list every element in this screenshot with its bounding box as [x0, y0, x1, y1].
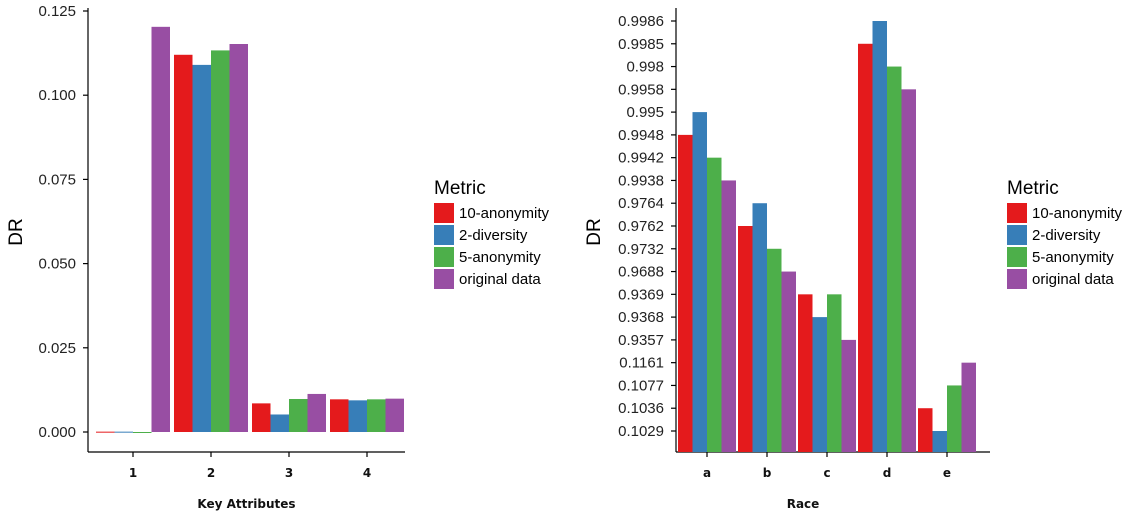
y-tick-label: 0.100: [38, 87, 76, 104]
y-tick-label: 0.050: [38, 256, 76, 273]
legend-label-2-diversity: 2-diversity: [1032, 227, 1101, 244]
bar-5-anonymity-3: [289, 398, 308, 432]
chart-race: 0.1029 0.1036 0.1077 0.1161 0.9357 0.9368 0.93…: [584, 8, 1123, 511]
legend-swatch-2-diversity: [434, 225, 454, 245]
legend-label-original-data: original data: [1032, 271, 1114, 288]
y-axis-title: DR: [6, 218, 27, 245]
y-tick-label: 0.025: [38, 340, 76, 357]
bar-10-anonymity-3: [252, 403, 271, 432]
y-tick-label: 0.9368: [618, 309, 664, 326]
bar-original-data-b: [781, 271, 796, 452]
legend-swatch-5-anonymity: [1007, 247, 1027, 267]
bar-2-diversity-b: [752, 203, 767, 452]
y-tick-label: 0.075: [38, 171, 76, 188]
legend-title: Metric: [1007, 178, 1059, 199]
bar-2-diversity-c: [812, 317, 827, 452]
bar-10-anonymity-2: [174, 54, 193, 433]
y-tick-label: 0.995: [626, 104, 664, 121]
bar-5-anonymity-d: [887, 66, 902, 453]
legend-swatch-10-anonymity: [434, 203, 454, 223]
bar-10-anonymity-e: [918, 408, 933, 452]
y-tick-label: 0.9369: [618, 286, 664, 303]
y-tick-label: 0.9938: [618, 172, 664, 189]
legend-label-10-anonymity: 10-anonymity: [459, 205, 550, 222]
legend-label-5-anonymity: 5-anonymity: [1032, 249, 1114, 266]
x-tick-label: 1: [129, 466, 137, 480]
bar-5-anonymity-c: [827, 294, 842, 452]
x-tick-label: e: [943, 466, 951, 480]
bar-2-diversity-d: [872, 21, 887, 452]
bar-original-data-e: [961, 362, 976, 452]
bar-2-diversity-3: [270, 414, 289, 432]
y-tick-label: 0.1077: [618, 377, 664, 394]
y-axis-title: DR: [584, 218, 605, 245]
legend-swatch-original-data: [434, 269, 454, 289]
y-tick-label: 0.9732: [618, 241, 664, 258]
y-tick-label: 0.1029: [618, 423, 664, 440]
y-tick-label: 0.000: [38, 424, 76, 441]
x-tick-label: 3: [285, 466, 293, 480]
y-tick-label: 0.9958: [618, 81, 664, 98]
legend-swatch-10-anonymity: [1007, 203, 1027, 223]
y-tick-label: 0.9948: [618, 127, 664, 144]
x-tick-label: 4: [363, 466, 371, 480]
x-tick-label: a: [703, 466, 711, 480]
bar-10-anonymity-c: [798, 294, 813, 452]
x-tick-label: 2: [207, 466, 215, 480]
bar-2-diversity-1: [114, 431, 133, 433]
y-tick-label: 0.9762: [618, 218, 664, 235]
chart-key-attributes: 0.000 0.025 0.050 0.075 0.100 0.125 1 2 3 4 DR Key …: [6, 3, 550, 511]
y-tick-label: 0.125: [38, 3, 76, 20]
y-tick-label: 0.1161: [619, 355, 664, 372]
bar-5-anonymity-b: [767, 248, 782, 452]
x-tick-label: b: [763, 466, 772, 480]
bar-10-anonymity-b: [738, 226, 753, 452]
bar-5-anonymity-1: [133, 432, 152, 433]
y-tick-label: 0.9985: [618, 36, 664, 53]
bar-5-anonymity-2: [211, 50, 230, 432]
bar-2-diversity-e: [932, 431, 947, 452]
bar-2-diversity-a: [692, 112, 707, 452]
legend-swatch-5-anonymity: [434, 247, 454, 267]
bar-original-data-1: [151, 26, 170, 433]
legend-swatch-2-diversity: [1007, 225, 1027, 245]
y-tick-label: 0.998: [626, 59, 664, 76]
legend-label-5-anonymity: 5-anonymity: [459, 249, 541, 266]
x-axis-title: Race: [787, 497, 820, 511]
y-tick-label: 0.9986: [618, 13, 664, 30]
bar-original-data-c: [841, 339, 856, 452]
bar-5-anonymity-4: [367, 399, 386, 432]
x-tick-label: c: [823, 466, 830, 480]
bar-5-anonymity-e: [947, 385, 962, 452]
bar-original-data-4: [385, 398, 404, 432]
y-tick-label: 0.9764: [618, 195, 664, 212]
y-tick-label: 0.9357: [618, 332, 664, 349]
y-tick-label: 0.1036: [618, 400, 664, 417]
bar-10-anonymity-d: [858, 43, 873, 453]
legend-title: Metric: [434, 178, 486, 199]
bar-original-data-3: [307, 393, 326, 432]
bar-2-diversity-4: [348, 400, 367, 432]
bar-2-diversity-2: [192, 64, 211, 432]
legend-label-2-diversity: 2-diversity: [459, 227, 528, 244]
bar-original-data-a: [721, 180, 736, 452]
legend-label-original-data: original data: [459, 271, 541, 288]
bar-5-anonymity-a: [707, 157, 722, 452]
y-tick-label: 0.9688: [618, 264, 664, 281]
x-tick-label: d: [883, 466, 892, 480]
legend-swatch-original-data: [1007, 269, 1027, 289]
x-axis-title: Key Attributes: [197, 497, 295, 511]
legend-label-10-anonymity: 10-anonymity: [1032, 205, 1123, 222]
bar-10-anonymity-1: [96, 431, 115, 433]
bar-original-data-2: [229, 44, 248, 432]
bar-original-data-d: [901, 89, 916, 452]
bar-10-anonymity-4: [330, 399, 349, 432]
bar-10-anonymity-a: [678, 134, 693, 452]
y-tick-label: 0.9942: [618, 150, 664, 167]
